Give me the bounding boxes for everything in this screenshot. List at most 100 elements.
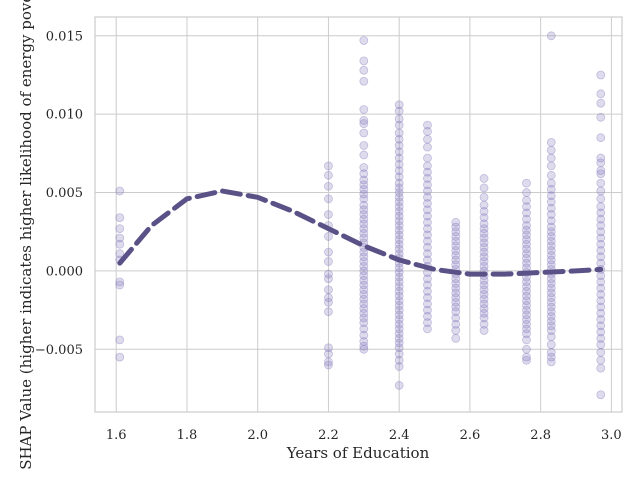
scatter-point (596, 194, 606, 204)
scatter-point (359, 257, 369, 266)
scatter-point (546, 357, 556, 367)
scatter-point (522, 324, 531, 334)
scatter-point (479, 206, 489, 216)
scatter-point (546, 279, 556, 288)
scatter-point (394, 178, 404, 188)
scatter-point (359, 210, 369, 219)
scatter-point (115, 233, 125, 243)
scatter-point (451, 279, 461, 288)
scatter-point (359, 308, 369, 318)
scatter-point (479, 313, 489, 323)
scatter-point (596, 214, 606, 224)
scatter-point (479, 319, 489, 329)
scatter-point (359, 224, 369, 234)
scatter-point (423, 255, 432, 265)
scatter-point (423, 324, 432, 334)
scatter-point (479, 280, 489, 290)
scatter-point (359, 330, 369, 340)
scatter-point (359, 252, 369, 262)
scatter-point (596, 158, 606, 168)
trend-line (117, 188, 604, 277)
scatter-point (546, 348, 556, 357)
scatter-point (451, 313, 461, 323)
scatter-point (479, 174, 489, 183)
scatter-point (359, 299, 369, 309)
scatter-point (522, 319, 531, 329)
scatter-point (394, 291, 404, 301)
scatter-point (546, 153, 556, 163)
scatter-point (115, 352, 125, 362)
y-tick-label: 0.005 (46, 186, 83, 201)
scatter-point (394, 106, 404, 116)
scatter-point (394, 216, 404, 226)
scatter-point (359, 150, 369, 160)
scatter-point (324, 343, 333, 353)
scatter-point (596, 239, 606, 249)
scatter-point (115, 213, 125, 223)
scatter-point (596, 246, 606, 255)
scatter-point (423, 211, 432, 221)
scatter-point (451, 326, 461, 335)
scatter-point (522, 329, 531, 339)
scatter-point (394, 141, 404, 150)
scatter-point (479, 326, 489, 335)
scatter-point (394, 225, 404, 235)
scatter-point (115, 249, 125, 259)
scatter-point (522, 208, 531, 218)
plot-background (95, 17, 622, 412)
scatter-point (423, 134, 432, 144)
scatter-point (394, 159, 404, 169)
scatter-point (359, 271, 369, 281)
scatter-point (394, 206, 404, 216)
scatter-point (394, 166, 404, 176)
scatter-point (115, 186, 125, 196)
scatter-point (324, 210, 333, 219)
scatter-point (451, 283, 461, 293)
scatter-point (324, 357, 333, 367)
scatter-point (546, 302, 556, 312)
scatter-point (546, 161, 556, 171)
scatter-point (394, 128, 404, 138)
scatter-point (546, 307, 556, 317)
scatter-point (479, 257, 489, 266)
scatter-point (596, 112, 606, 122)
scatter-point (479, 261, 489, 271)
scatter-point (546, 311, 556, 321)
scatter-point (324, 349, 333, 359)
scatter-point (522, 249, 531, 259)
scatter-point (394, 329, 404, 339)
scatter-point (522, 230, 531, 240)
scatter-point (359, 290, 369, 299)
scatter-point (596, 321, 606, 331)
scatter-point (522, 195, 531, 205)
scatter-point (359, 180, 369, 190)
y-tick-label: 0.000 (46, 264, 83, 279)
scatter-point (479, 219, 489, 229)
scatter-point (522, 244, 531, 254)
scatter-point (423, 205, 432, 215)
scatter-point (359, 266, 369, 276)
scatter-point (394, 272, 404, 282)
scatter-point (359, 228, 369, 238)
scatter-point (596, 186, 606, 196)
scatter-point (394, 362, 404, 371)
scatter-point (546, 288, 556, 298)
scatter-point (522, 221, 531, 230)
scatter-point (451, 222, 461, 232)
scatter-point (546, 260, 556, 270)
scatter-point (596, 133, 606, 143)
scatter-point (423, 305, 432, 315)
scatter-point (324, 293, 333, 302)
scatter-point (394, 211, 404, 221)
scatter-point (359, 304, 369, 313)
y-tick-label: −0.005 (35, 343, 83, 358)
scatter-point (394, 197, 404, 207)
scatter-point (522, 282, 531, 292)
scatter-point (546, 216, 556, 226)
scatter-point (451, 288, 461, 298)
scatter-point (596, 340, 606, 349)
scatter-point (359, 105, 369, 114)
scatter-point (423, 286, 432, 296)
scatter-point (423, 236, 432, 246)
scatter-point (546, 178, 556, 188)
